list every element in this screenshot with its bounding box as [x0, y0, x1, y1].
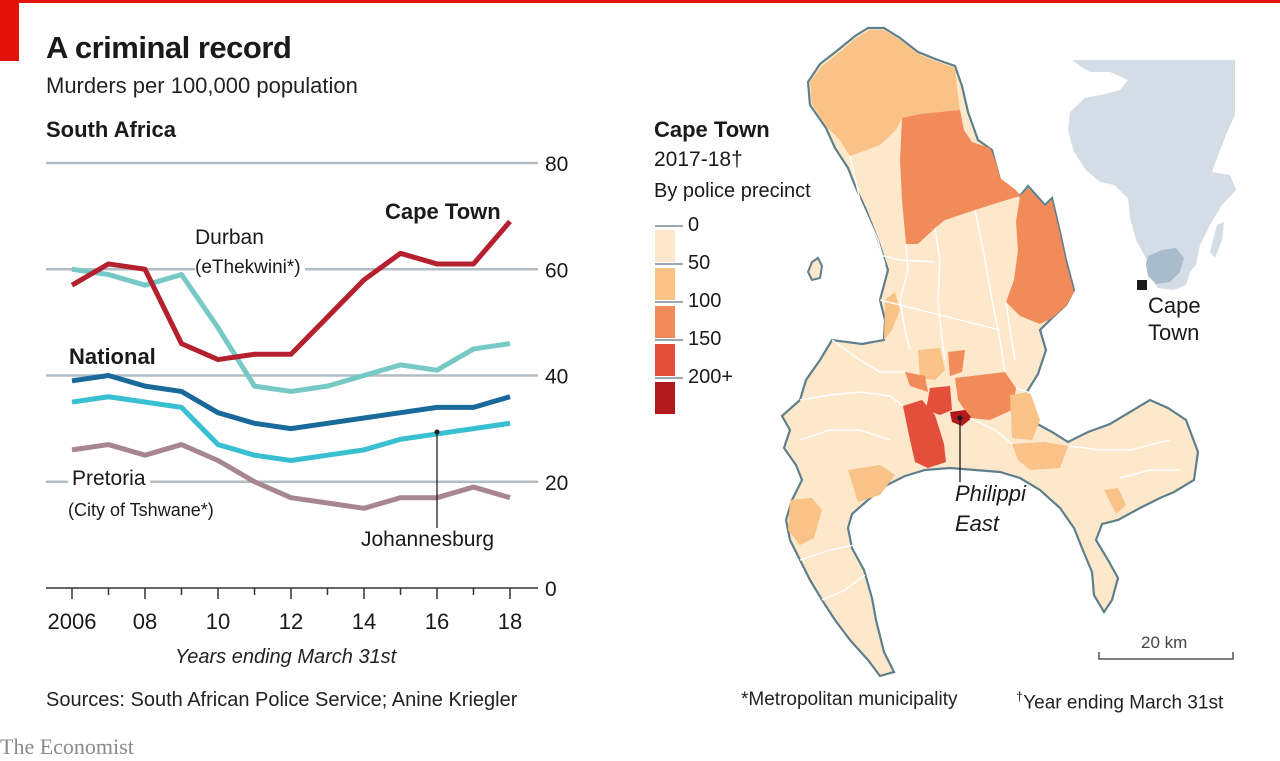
label-cape-town: Cape Town	[385, 199, 501, 224]
y-tick-label-20: 20	[545, 472, 568, 495]
legend-swatch-3	[655, 344, 675, 376]
chart-subtitle: Murders per 100,000 population	[46, 73, 358, 98]
precinct-central-5	[905, 372, 928, 392]
x-axis-title: Years ending March 31st	[175, 646, 397, 668]
precinct-central-2	[948, 350, 965, 376]
legend-label-150: 150	[688, 328, 722, 350]
legend-label-50: 50	[688, 252, 711, 274]
map-legend	[655, 225, 683, 414]
precinct-central-1	[918, 348, 945, 380]
legend-swatch-2	[655, 306, 675, 338]
robben-island	[806, 256, 824, 282]
y-axis-ticks: 20 40 60 80 0	[545, 153, 568, 601]
precinct-west-1	[788, 498, 822, 545]
label-pretoria-sub: (City of Tshwane*)	[68, 500, 214, 520]
label-durban-sub: (eThekwini*)	[195, 257, 305, 279]
series-line-cape	[70, 219, 512, 363]
scale-label: 20 km	[1141, 633, 1188, 652]
inset-label-cape: Cape	[1148, 293, 1201, 318]
precinct-north-central	[900, 110, 1020, 244]
legend-swatch-4	[655, 382, 675, 414]
x-tick-label-08: 08	[133, 609, 157, 634]
label-pretoria: Pretoria	[68, 467, 150, 491]
chart-title: A criminal record	[46, 30, 292, 65]
legend-swatch-1	[655, 268, 675, 300]
south-africa-highlight	[1146, 248, 1184, 284]
dagger-mark: †	[1016, 689, 1024, 704]
source-note: Sources: South African Police Service; A…	[46, 689, 518, 711]
y-tick-label-40: 40	[545, 366, 568, 389]
x-tick-label-10: 10	[206, 609, 230, 634]
x-tick-label-14: 14	[352, 609, 376, 634]
legend-label-200: 200+	[688, 366, 734, 388]
footnote-year: †Year ending March 31st	[1016, 689, 1223, 714]
footnote-metropolitan: *Metropolitan municipality	[741, 689, 958, 710]
series-lines	[70, 219, 512, 511]
economist-logo: The Economist	[0, 734, 134, 759]
precinct-central-4	[1010, 392, 1040, 440]
precinct-south-2	[848, 465, 895, 502]
y-tick-label-80: 80	[545, 153, 568, 176]
madagascar	[1210, 222, 1224, 258]
panel-title: South Africa	[46, 117, 176, 142]
series-line-national	[71, 373, 511, 432]
label-national: National	[69, 344, 156, 369]
top-rule	[0, 0, 1280, 3]
johannesburg-leader-dot	[434, 429, 440, 435]
label-durban: Durban	[195, 226, 268, 250]
y-tick-label-60: 60	[545, 259, 568, 282]
x-tick-label-18: 18	[498, 609, 522, 634]
y-tick-label-0: 0	[545, 578, 557, 601]
label-johannesburg: Johannesburg	[361, 528, 495, 551]
x-tick-label-16: 16	[425, 609, 449, 634]
legend-label-0: 0	[688, 214, 700, 236]
callout-philippi: Philippi	[955, 481, 1026, 506]
precinct-mitchells-plain	[903, 400, 946, 468]
precinct-north-west	[810, 30, 960, 156]
precinct-borders	[799, 155, 1180, 601]
africa-landmass	[1068, 60, 1236, 290]
map-title: Cape Town	[654, 117, 770, 142]
precinct-map	[780, 26, 1234, 678]
precinct-central-6	[926, 386, 952, 415]
x-tick-label-2006: 2006	[48, 609, 97, 634]
footnote-year-text: Year ending March 31st	[1023, 692, 1224, 714]
precinct-central-3	[955, 372, 1016, 420]
precinct-east-1	[1104, 488, 1126, 514]
cape-town-marker	[1137, 280, 1147, 290]
legend-label-100: 100	[688, 290, 722, 312]
brand-tag	[0, 3, 19, 61]
map-subtitle: By police precinct	[654, 180, 811, 202]
x-axis: 2006 08 10 12 14 16 18	[46, 587, 538, 634]
scale-bar	[1098, 652, 1234, 660]
map-period: 2017-18†	[654, 148, 743, 171]
inset-label-town: Town	[1148, 320, 1200, 345]
legend-swatch-0	[655, 230, 675, 262]
callout-east: East	[955, 511, 1000, 536]
precinct-south-1	[1012, 442, 1068, 470]
africa-inset-map	[1068, 60, 1236, 290]
x-tick-label-12: 12	[279, 609, 303, 634]
precinct-north-east	[1006, 188, 1074, 324]
series-line-durban	[71, 266, 511, 394]
